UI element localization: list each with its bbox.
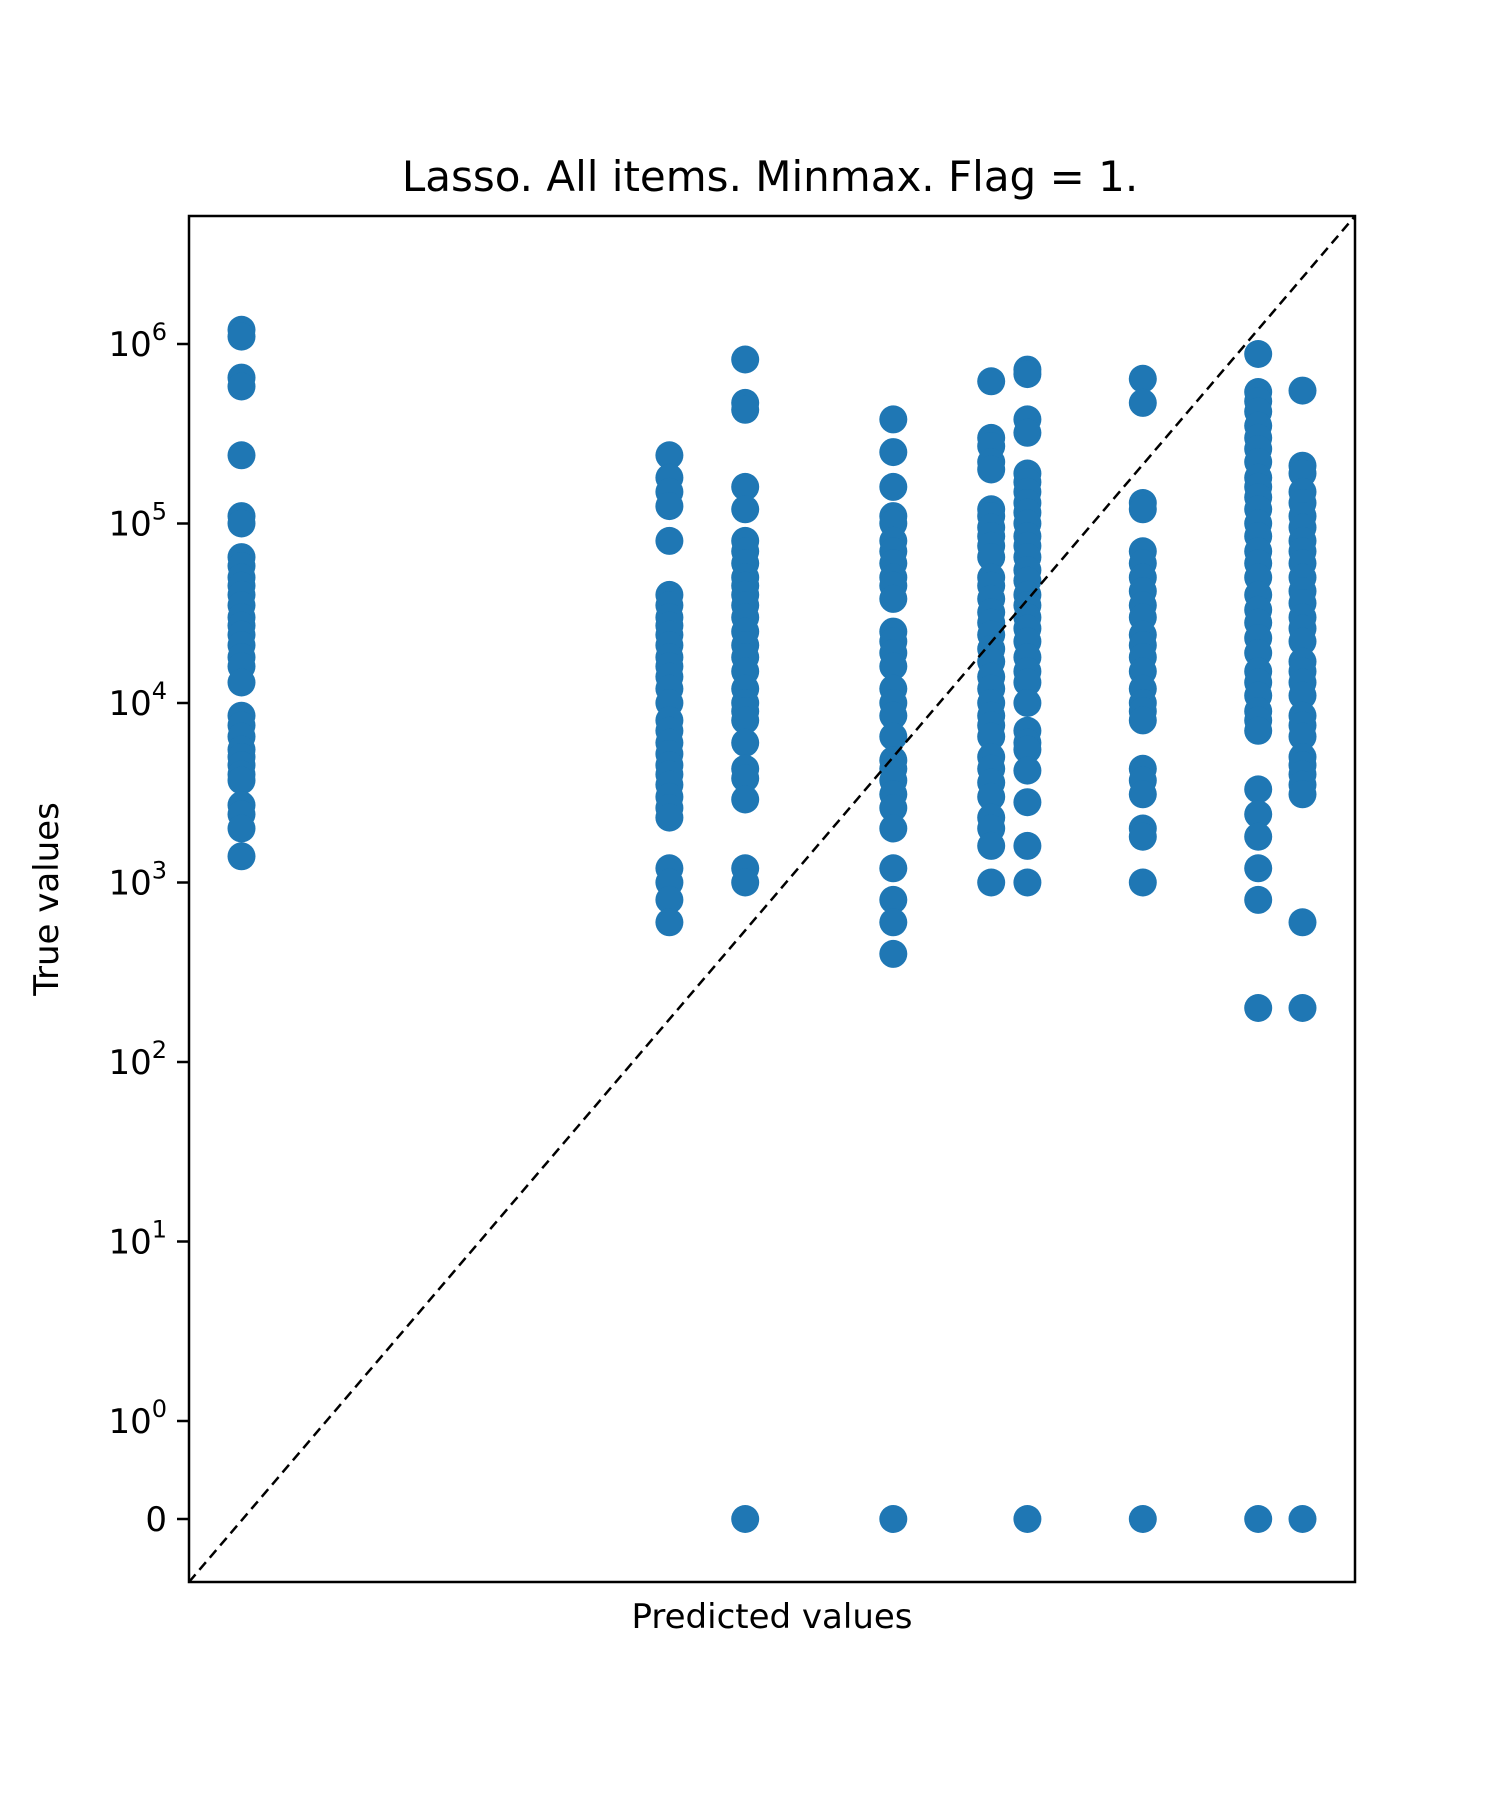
scatter-point xyxy=(655,908,684,937)
scatter-point xyxy=(731,345,760,374)
scatter-point xyxy=(1013,788,1042,817)
y-axis-ticks: 0 100 101 102 103 104 105 106 xyxy=(108,318,189,1540)
scatter-point xyxy=(1013,689,1042,717)
y-tick-label: 101 xyxy=(108,1216,167,1263)
chart-title: Lasso. All items. Minmax. Flag = 1. xyxy=(402,152,1138,201)
x-axis-label: Predicted values xyxy=(632,1597,913,1637)
scatter-point xyxy=(1244,1505,1273,1533)
scatter-point xyxy=(731,785,760,814)
scatter-point xyxy=(879,584,908,613)
y-tick-label: 100 xyxy=(108,1395,167,1442)
scatter-point xyxy=(879,722,908,751)
scatter-point xyxy=(731,495,760,524)
scatter-point xyxy=(227,842,256,871)
scatter-point xyxy=(1244,340,1273,368)
scatter-point xyxy=(1288,376,1317,405)
scatter-point xyxy=(1288,780,1317,809)
scatter-point xyxy=(655,526,684,555)
scatter-point xyxy=(1128,780,1157,809)
scatter-point xyxy=(1288,908,1317,937)
scatter-point xyxy=(1244,994,1273,1022)
scatter-point xyxy=(1288,1505,1317,1533)
scatter-point xyxy=(1013,1505,1042,1533)
scatter-point xyxy=(879,854,908,883)
scatter-point xyxy=(1288,722,1317,751)
scatter-point xyxy=(731,395,760,424)
scatter-point xyxy=(1013,831,1042,860)
scatter-point xyxy=(227,322,256,351)
scatter-point xyxy=(1128,868,1157,897)
scatter-point xyxy=(655,803,684,832)
scatter-point xyxy=(879,1505,908,1533)
scatter-point xyxy=(977,831,1006,860)
scatter-point xyxy=(731,728,760,757)
scatter-point xyxy=(879,885,908,914)
scatter-point xyxy=(1128,388,1157,417)
scatter-point xyxy=(1013,668,1042,697)
scatter-point xyxy=(227,509,256,538)
y-tick-label: 103 xyxy=(108,857,167,904)
scatter-point xyxy=(655,885,684,914)
scatter-point xyxy=(879,472,908,501)
scatter-point xyxy=(731,868,760,897)
y-tick-label: 104 xyxy=(108,677,167,724)
scatter-point xyxy=(1128,1505,1157,1533)
scatter-point xyxy=(1244,822,1273,851)
scatter-point xyxy=(731,706,760,735)
scatter-point xyxy=(227,766,256,795)
scatter-point xyxy=(731,472,760,501)
scatter-point xyxy=(655,492,684,521)
scatter-point xyxy=(879,814,908,843)
scatter-point xyxy=(977,543,1006,572)
scatter-point xyxy=(1128,706,1157,735)
scatter-point xyxy=(1013,868,1042,897)
scatter-point xyxy=(977,455,1006,484)
scatter-point xyxy=(879,939,908,968)
scatter-point xyxy=(977,722,1006,751)
scatter-point xyxy=(1013,735,1042,764)
scatter-point xyxy=(227,372,256,401)
y-tick-label: 0 xyxy=(145,1500,167,1540)
scatter-point xyxy=(879,438,908,467)
scatter-point xyxy=(879,908,908,937)
y-tick-label: 106 xyxy=(108,318,167,365)
scatter-point xyxy=(879,652,908,681)
scatter-point xyxy=(1244,800,1273,829)
scatter-point xyxy=(879,405,908,434)
scatter-point xyxy=(731,1505,760,1533)
scatter-point xyxy=(1013,360,1042,389)
scatter-point xyxy=(227,668,256,697)
identity-line xyxy=(188,215,1356,1583)
scatter-point xyxy=(731,764,760,793)
scatter-point xyxy=(655,441,684,470)
plot-area-frame xyxy=(187,214,1357,1584)
scatter-point xyxy=(1288,627,1317,656)
scatter-point xyxy=(1288,994,1317,1022)
scatter-point xyxy=(977,367,1006,396)
scatter-point xyxy=(227,441,256,470)
scatter-point xyxy=(1013,756,1042,785)
scatter-point xyxy=(1128,822,1157,851)
y-tick-label: 105 xyxy=(108,498,167,545)
scatter-point xyxy=(1128,495,1157,524)
scatter-point xyxy=(1244,854,1273,883)
scatter-point xyxy=(1244,775,1273,804)
scatter-point xyxy=(1244,885,1273,914)
scatter-point xyxy=(977,782,1006,811)
scatter-point xyxy=(977,868,1006,897)
scatter-point xyxy=(879,794,908,822)
scatter-point xyxy=(1288,681,1317,710)
scatter-point xyxy=(1013,418,1042,447)
y-tick-label: 102 xyxy=(108,1036,167,1083)
scatter-point xyxy=(879,701,908,730)
y-axis-label: True values xyxy=(27,802,67,997)
scatter-point xyxy=(1244,716,1273,745)
scatter-points xyxy=(227,315,1317,1533)
scatter-point xyxy=(227,814,256,843)
scatter-point xyxy=(1128,364,1157,393)
